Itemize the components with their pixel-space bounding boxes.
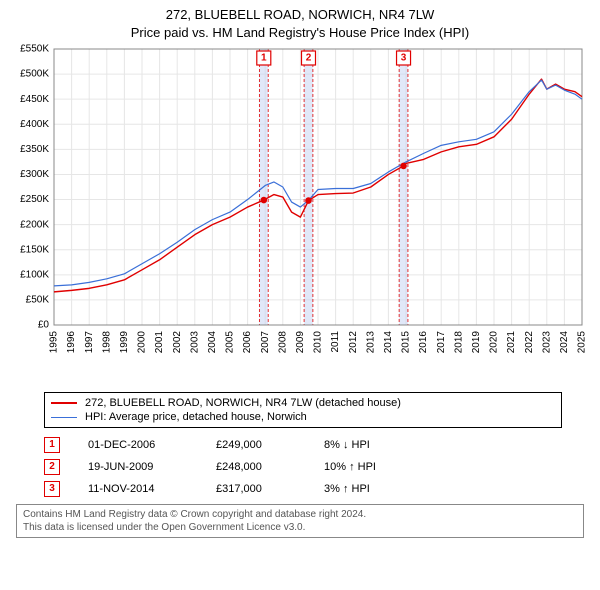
event-row: 1 01-DEC-2006 £249,000 8% ↓ HPI bbox=[44, 434, 562, 456]
svg-text:3: 3 bbox=[401, 53, 407, 64]
svg-text:2016: 2016 bbox=[418, 331, 429, 354]
svg-text:£400K: £400K bbox=[20, 119, 49, 130]
sale-point bbox=[260, 197, 267, 204]
svg-text:£200K: £200K bbox=[20, 219, 49, 230]
svg-text:2000: 2000 bbox=[137, 331, 148, 354]
svg-text:£100K: £100K bbox=[20, 270, 49, 281]
event-price: £248,000 bbox=[216, 461, 296, 473]
svg-text:2001: 2001 bbox=[154, 331, 165, 354]
event-marker: 2 bbox=[44, 459, 60, 475]
svg-text:1: 1 bbox=[261, 53, 267, 64]
svg-text:£50K: £50K bbox=[26, 295, 50, 306]
svg-text:£250K: £250K bbox=[20, 194, 49, 205]
event-hpi: 8% ↓ HPI bbox=[324, 439, 434, 451]
svg-text:2005: 2005 bbox=[225, 331, 236, 354]
svg-text:1997: 1997 bbox=[84, 331, 95, 354]
event-hpi: 10% ↑ HPI bbox=[324, 461, 434, 473]
svg-text:2017: 2017 bbox=[436, 331, 447, 354]
event-hpi: 3% ↑ HPI bbox=[324, 483, 434, 495]
svg-text:1998: 1998 bbox=[101, 331, 112, 354]
legend-label: HPI: Average price, detached house, Norw… bbox=[85, 411, 307, 423]
svg-text:2012: 2012 bbox=[348, 331, 359, 354]
legend: 272, BLUEBELL ROAD, NORWICH, NR4 7LW (de… bbox=[44, 392, 562, 428]
attribution-footer: Contains HM Land Registry data © Crown c… bbox=[16, 504, 584, 538]
legend-row: HPI: Average price, detached house, Norw… bbox=[51, 410, 555, 424]
svg-text:2004: 2004 bbox=[207, 331, 218, 354]
svg-text:2006: 2006 bbox=[242, 331, 253, 354]
chart: 1 2 3 £0 £50K £100K £150K £200K £250K £300K £350K £… bbox=[8, 41, 592, 386]
svg-text:2015: 2015 bbox=[401, 331, 412, 354]
svg-text:2013: 2013 bbox=[365, 331, 376, 354]
svg-text:£150K: £150K bbox=[20, 244, 49, 255]
svg-text:2010: 2010 bbox=[313, 331, 324, 354]
svg-text:2024: 2024 bbox=[559, 331, 570, 354]
svg-text:2025: 2025 bbox=[577, 331, 588, 354]
svg-text:2011: 2011 bbox=[330, 331, 341, 353]
event-marker: 1 bbox=[44, 437, 60, 453]
svg-text:2020: 2020 bbox=[489, 331, 500, 354]
svg-text:2023: 2023 bbox=[541, 331, 552, 354]
svg-text:£550K: £550K bbox=[20, 44, 49, 55]
svg-text:1996: 1996 bbox=[66, 331, 77, 354]
svg-text:2022: 2022 bbox=[524, 331, 535, 354]
event-date: 11-NOV-2014 bbox=[88, 483, 188, 495]
svg-text:£500K: £500K bbox=[20, 69, 49, 80]
event-marker: 3 bbox=[44, 481, 60, 497]
event-date: 19-JUN-2009 bbox=[88, 461, 188, 473]
event-row: 3 11-NOV-2014 £317,000 3% ↑ HPI bbox=[44, 478, 562, 500]
chart-svg: 1 2 3 £0 £50K £100K £150K £200K £250K £300K £350K £… bbox=[8, 41, 592, 381]
legend-label: 272, BLUEBELL ROAD, NORWICH, NR4 7LW (de… bbox=[85, 397, 401, 409]
svg-text:£300K: £300K bbox=[20, 169, 49, 180]
svg-text:1995: 1995 bbox=[49, 331, 60, 354]
svg-text:2007: 2007 bbox=[260, 331, 271, 354]
sale-point bbox=[305, 197, 312, 204]
svg-text:2019: 2019 bbox=[471, 331, 482, 354]
sale-point bbox=[400, 163, 407, 170]
title-line2: Price paid vs. HM Land Registry's House … bbox=[8, 24, 592, 42]
svg-text:1999: 1999 bbox=[119, 331, 130, 354]
svg-text:2009: 2009 bbox=[295, 331, 306, 354]
sale-events: 1 01-DEC-2006 £249,000 8% ↓ HPI 2 19-JUN-2009… bbox=[44, 434, 562, 500]
event-price: £317,000 bbox=[216, 483, 296, 495]
svg-text:2: 2 bbox=[306, 53, 312, 64]
title-line1: 272, BLUEBELL ROAD, NORWICH, NR4 7LW bbox=[8, 6, 592, 24]
legend-swatch bbox=[51, 417, 77, 418]
event-date: 01-DEC-2006 bbox=[88, 439, 188, 451]
svg-text:2014: 2014 bbox=[383, 331, 394, 354]
svg-text:2018: 2018 bbox=[453, 331, 464, 354]
footer-line2: This data is licensed under the Open Gov… bbox=[23, 521, 577, 534]
event-price: £249,000 bbox=[216, 439, 296, 451]
svg-text:2003: 2003 bbox=[189, 331, 200, 354]
footer-line1: Contains HM Land Registry data © Crown c… bbox=[23, 508, 577, 521]
chart-title: 272, BLUEBELL ROAD, NORWICH, NR4 7LW Pri… bbox=[8, 6, 592, 41]
svg-text:£0: £0 bbox=[38, 320, 50, 331]
svg-text:2002: 2002 bbox=[172, 331, 183, 354]
event-row: 2 19-JUN-2009 £248,000 10% ↑ HPI bbox=[44, 456, 562, 478]
legend-row: 272, BLUEBELL ROAD, NORWICH, NR4 7LW (de… bbox=[51, 396, 555, 410]
svg-text:£350K: £350K bbox=[20, 144, 49, 155]
svg-text:2021: 2021 bbox=[506, 331, 517, 354]
svg-text:2008: 2008 bbox=[277, 331, 288, 354]
legend-swatch bbox=[51, 402, 77, 404]
svg-text:£450K: £450K bbox=[20, 94, 49, 105]
